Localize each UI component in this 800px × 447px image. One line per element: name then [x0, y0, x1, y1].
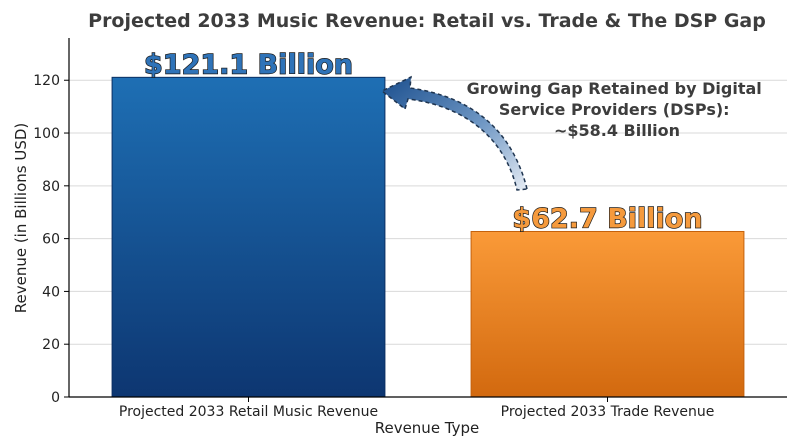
- y-axis-title: Revenue (in Billions USD): [12, 123, 30, 314]
- y-ticks: 0 20 40 60 80 100 120: [33, 73, 69, 406]
- bar: [111, 76, 386, 398]
- chart-title: Projected 2033 Music Revenue: Retail vs.…: [88, 10, 766, 32]
- data-label: $62.7 Billion: [512, 203, 702, 234]
- y-tick-label: 20: [42, 337, 60, 353]
- bars: [111, 76, 745, 398]
- data-label: $121.1 Billion: [144, 49, 353, 80]
- y-tick-label: 40: [42, 284, 60, 300]
- y-tick-label: 80: [42, 179, 60, 195]
- gap-arrow: [380, 75, 528, 191]
- y-tick-label: 0: [51, 390, 60, 406]
- bar-labels: $121.1 Billion $62.7 Billion: [143, 49, 703, 236]
- y-tick-label: 120: [33, 73, 60, 89]
- x-tick-label: Projected 2033 Trade Revenue: [501, 404, 715, 420]
- x-axis-title: Revenue Type: [375, 419, 480, 437]
- gap-arrow-body: [380, 75, 528, 191]
- gap-annotation: Growing Gap Retained by Digital Service …: [467, 79, 768, 140]
- x-tick-label: Projected 2033 Retail Music Revenue: [119, 404, 378, 420]
- x-ticks: Projected 2033 Retail Music Revenue Proje…: [119, 397, 714, 420]
- y-tick-label: 60: [42, 232, 60, 248]
- y-tick-label: 100: [33, 126, 60, 142]
- bar: [470, 230, 745, 398]
